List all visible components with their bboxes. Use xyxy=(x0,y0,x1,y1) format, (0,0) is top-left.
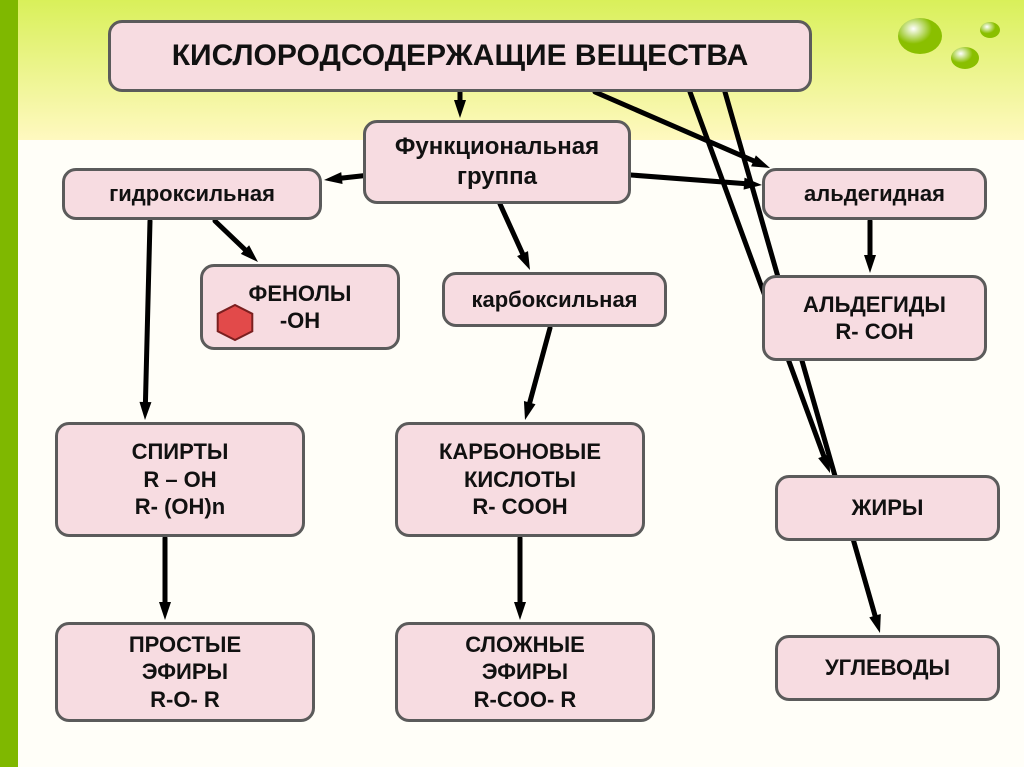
node-carbacids-label: КАРБОНОВЫЕ КИСЛОТЫ R- COOH xyxy=(439,438,601,521)
arrow xyxy=(631,175,762,190)
node-simpleeth-label: ПРОСТЫЕ ЭФИРЫ R-O- R xyxy=(129,631,241,714)
node-carbs-label: УГЛЕВОДЫ xyxy=(825,654,950,682)
node-alcohols: СПИРТЫ R – OH R- (OH)n xyxy=(55,422,305,537)
arrow xyxy=(454,92,466,118)
arrow xyxy=(215,221,258,262)
node-esters-label: СЛОЖНЫЕ ЭФИРЫ R-COO- R xyxy=(465,631,585,714)
node-phenols-label: ФЕНОЛЫ -ОН xyxy=(249,280,352,335)
node-funcgroup: Функциональная группа xyxy=(363,120,631,204)
arrow xyxy=(500,204,530,270)
node-funcgroup-label: Функциональная группа xyxy=(395,132,599,192)
arrow xyxy=(514,538,526,620)
node-carbs: УГЛЕВОДЫ xyxy=(775,635,1000,701)
arrow xyxy=(864,221,876,273)
node-alcohols-label: СПИРТЫ R – OH R- (OH)n xyxy=(132,438,229,521)
arrow xyxy=(139,221,151,420)
node-aldehydic-label: альдегидная xyxy=(804,180,945,208)
node-carboxyl-label: карбоксильная xyxy=(471,286,637,314)
node-fats: ЖИРЫ xyxy=(775,475,1000,541)
diagram-stage: КИСЛОРОДСОДЕРЖАЩИЕ ВЕЩЕСТВА Функциональна… xyxy=(0,0,1024,767)
node-aldehydes: АЛЬДЕГИДЫ R- COH xyxy=(762,275,987,361)
node-phenols: ФЕНОЛЫ -ОН xyxy=(200,264,400,350)
arrow xyxy=(524,328,550,420)
arrow xyxy=(159,538,171,620)
node-hydroxyl: гидроксильная xyxy=(62,168,322,220)
node-carbacids: КАРБОНОВЫЕ КИСЛОТЫ R- COOH xyxy=(395,422,645,537)
node-hydroxyl-label: гидроксильная xyxy=(109,180,275,208)
node-title: КИСЛОРОДСОДЕРЖАЩИЕ ВЕЩЕСТВА xyxy=(108,20,812,92)
node-carboxyl: карбоксильная xyxy=(442,272,667,327)
node-title-label: КИСЛОРОДСОДЕРЖАЩИЕ ВЕЩЕСТВА xyxy=(172,37,749,75)
node-fats-label: ЖИРЫ xyxy=(852,494,924,522)
node-aldehydes-label: АЛЬДЕГИДЫ R- COH xyxy=(803,291,946,346)
node-aldehydic: альдегидная xyxy=(762,168,987,220)
node-simpleeth: ПРОСТЫЕ ЭФИРЫ R-O- R xyxy=(55,622,315,722)
node-esters: СЛОЖНЫЕ ЭФИРЫ R-COO- R xyxy=(395,622,655,722)
